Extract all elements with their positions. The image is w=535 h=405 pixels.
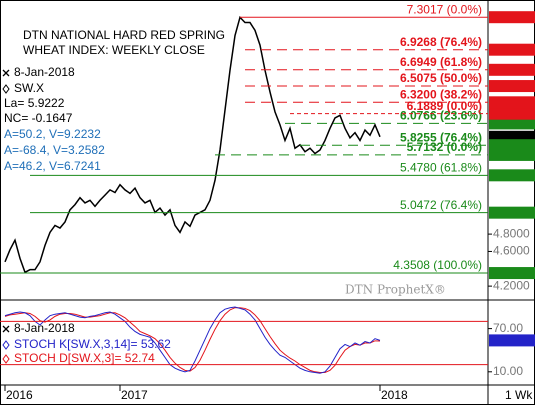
x-tick-label: 2018: [381, 388, 408, 402]
level-label: 6.5075 (50.0%): [400, 71, 482, 85]
level-label: 5.7132 (0.0%): [407, 140, 482, 154]
y-tick-label: 4.6000: [493, 244, 530, 258]
level-tag: [489, 96, 535, 109]
level-label: 5.8255 (76.4%): [400, 130, 482, 144]
cross-icon: [2, 69, 10, 77]
study-line: A=50.2, V=9.2232: [4, 127, 101, 141]
level-tag: [489, 80, 535, 93]
watermark: DTN ProphetX®: [345, 283, 446, 297]
diamond-icon: [2, 84, 10, 94]
level-tag: [489, 63, 535, 76]
legend-entry: STOCH K[SW.X,3,14]= 53.62: [14, 337, 171, 351]
level-label: 6.0766 (23.6%): [400, 109, 482, 123]
study-line: A=-68.4, V=3.2582: [4, 143, 105, 157]
level-tag: [489, 43, 535, 56]
diamond-icon: [2, 340, 10, 350]
level-label: 7.3017 (0.0%): [407, 2, 482, 16]
cross-icon: [2, 325, 10, 333]
info-line: NC= -0.1647: [4, 111, 73, 125]
x-tick-label: 2016: [6, 388, 33, 402]
date-label: 8-Jan-2018: [14, 65, 75, 79]
x-tick-label: 2017: [121, 388, 148, 402]
date-label: 8-Jan-2018: [14, 321, 75, 335]
level-label: 6.9268 (76.4%): [400, 35, 482, 49]
level-tag: [489, 206, 535, 219]
level-tag: [489, 148, 535, 161]
level-tag: [489, 169, 535, 182]
info-line: La= 5.9222: [4, 96, 65, 110]
chart-title: WHEAT INDEX: WEEKLY CLOSE: [23, 43, 205, 57]
level-tag: [489, 107, 535, 120]
level-tag: [489, 117, 535, 130]
diamond-icon: [2, 354, 10, 364]
level-label: 6.3200 (38.2%): [400, 87, 482, 101]
level-label: 5.4780 (61.8%): [400, 160, 482, 174]
y-tick-label: 4.8000: [493, 226, 530, 240]
y-tick-label: 70.00: [493, 321, 523, 335]
level-label: 6.6949 (61.8%): [400, 55, 482, 69]
level-label: 5.0472 (76.4%): [400, 198, 482, 212]
study-line: A=46.2, V=6.7241: [4, 159, 101, 173]
y-tick-label: 4.2000: [493, 278, 530, 292]
series-line: [4, 306, 381, 374]
chart-title: DTN NATIONAL HARD RED SPRING: [23, 28, 225, 42]
interval-label: 1 Wk: [505, 388, 533, 402]
y-tick-label: 10.00: [493, 364, 523, 378]
symbol-label: SW.X: [14, 81, 44, 95]
level-tag: [489, 11, 535, 24]
level-label: 4.3508 (100.0%): [393, 258, 482, 272]
series-line: [4, 15, 381, 274]
level-tag: [489, 139, 535, 152]
level-tag: [489, 267, 535, 280]
legend-entry: STOCH D[SW.X,3]= 52.74: [14, 351, 155, 365]
last-value-tag: [489, 334, 535, 347]
